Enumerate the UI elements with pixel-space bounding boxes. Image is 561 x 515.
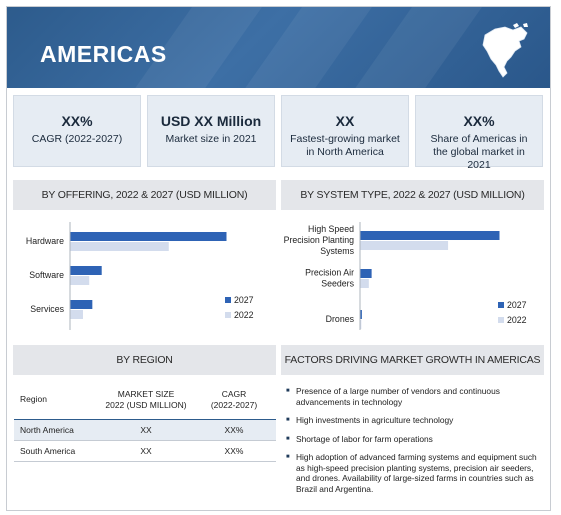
bar-2027-high-speed-precision-planting-systems	[360, 231, 500, 240]
bar-2027-software	[70, 266, 102, 275]
region-cell: South America	[14, 440, 100, 462]
legend-swatch-2022	[498, 317, 504, 323]
table-row: North America XX XX%	[14, 419, 276, 441]
legend-label-2027: 2027	[234, 295, 254, 305]
bar-2022-precision-air-seeders	[360, 279, 369, 288]
legend-label-2022: 2022	[507, 315, 527, 325]
category-label: Precision Air Seeders	[305, 268, 354, 289]
cagr-col-header: CAGR (2022-2027)	[192, 381, 276, 420]
kpi-label: Market size in 2021	[165, 133, 257, 145]
category-label: Hardware	[26, 236, 64, 246]
bar-2027-services	[70, 300, 93, 309]
table-row: South America XX XX%	[14, 440, 276, 462]
category-label: High Speed Precision Planting Systems	[284, 224, 355, 256]
offering-bar-chart: Hardware Software Services 2027 2022	[26, 222, 254, 330]
bar-2027-hardware	[70, 232, 227, 241]
cagr-cell: XX%	[192, 419, 276, 441]
kpi-row: XX% CAGR (2022-2027) USD XX Million Market …	[13, 95, 544, 171]
section-header-factors: FACTORS DRIVING MARKET GROWTH IN AMERICA…	[281, 345, 544, 375]
bar-2027-precision-air-seeders	[360, 269, 372, 278]
bar-2027-drones	[360, 310, 362, 319]
system-type-bar-chart: High Speed Precision Planting Systems Preci…	[284, 222, 527, 330]
cagr-cell: XX%	[192, 440, 276, 462]
factor-item: Presence of a large number of vendors an…	[286, 386, 544, 407]
region-col-header: Region	[14, 381, 100, 420]
factor-item: High adoption of advanced farming system…	[286, 452, 544, 494]
market-size-cell: XX	[100, 419, 192, 441]
bar-2022-high-speed-precision-planting-systems	[360, 241, 449, 250]
kpi-box-1: XX% CAGR (2022-2027)	[13, 95, 141, 167]
factor-item: Shortage of labor for farm operations	[286, 434, 544, 445]
kpi-label: CAGR (2022-2027)	[31, 133, 123, 145]
header-banner: AMERICAS	[7, 7, 550, 88]
kpi-box-4: XX% Share of Americas in the global marke…	[415, 95, 543, 171]
category-label: Services	[30, 304, 64, 314]
factors-list: Presence of a large number of vendors an…	[286, 386, 544, 502]
page-title: AMERICAS	[40, 41, 167, 67]
factor-item: High investments in agriculture technolo…	[286, 415, 544, 426]
kpi-label: Fastest-growing market in North America	[290, 133, 400, 158]
kpi-value: USD XX Million	[160, 113, 262, 129]
market-size-col-header: MARKET SIZE 2022 (USD MILLION)	[100, 381, 192, 420]
region-cell: North America	[14, 419, 100, 441]
bar-2022-software	[70, 276, 90, 285]
region-table-header: Region MARKET SIZE 2022 (USD MILLION) CAG…	[14, 381, 276, 420]
market-size-cell: XX	[100, 440, 192, 462]
kpi-box-2: USD XX Million Market size in 2021	[147, 95, 275, 167]
bar-2022-hardware	[70, 242, 169, 251]
bar-2022-drones	[360, 320, 362, 329]
kpi-value: XX%	[463, 113, 495, 129]
kpi-value: XX%	[61, 113, 93, 129]
legend-swatch-2027	[498, 302, 504, 308]
section-header-system-type: BY SYSTEM TYPE, 2022 & 2027 (USD MILLION…	[281, 180, 544, 210]
kpi-value: XX	[335, 113, 355, 129]
category-label: Software	[29, 270, 64, 280]
legend-swatch-2027	[225, 297, 231, 303]
north-america-map-icon	[482, 23, 528, 78]
kpi-label: Share of Americas in the global market i…	[430, 133, 528, 171]
bar-2022-services	[70, 310, 83, 319]
category-label: Drones	[326, 314, 355, 324]
legend-label-2027: 2027	[507, 300, 527, 310]
kpi-box-3: XX Fastest-growing market in North Americ…	[281, 95, 409, 167]
section-header-region: BY REGION	[13, 345, 276, 375]
region-table: Region MARKET SIZE 2022 (USD MILLION) CAG…	[14, 381, 276, 462]
legend-label-2022: 2022	[234, 310, 254, 320]
section-header-offering: BY OFFERING, 2022 & 2027 (USD MILLION)	[13, 180, 276, 210]
legend-swatch-2022	[225, 312, 231, 318]
